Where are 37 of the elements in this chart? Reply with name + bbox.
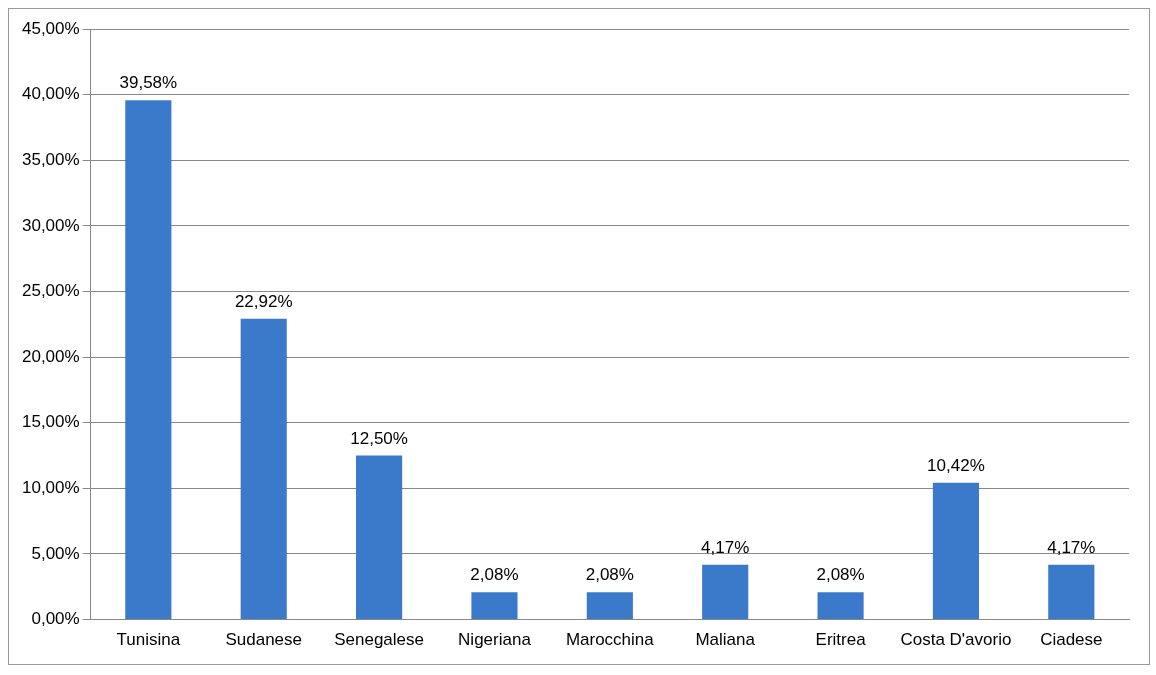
data-label: 10,42% [927, 456, 985, 476]
x-tick-label: Tunisina [116, 630, 181, 650]
y-tick-label: 25,00% [21, 281, 80, 301]
data-label: 39,58% [119, 73, 178, 93]
y-tick-label: 40,00% [21, 84, 80, 104]
y-tick-label: 35,00% [21, 149, 80, 169]
x-tick-label: Marocchina [565, 630, 655, 650]
data-label: 4,17% [701, 538, 750, 558]
data-label: 2,08% [816, 565, 865, 585]
y-tick-label: 20,00% [21, 346, 80, 366]
y-tick-label: 15,00% [21, 412, 80, 432]
data-label: 2,08% [585, 565, 634, 585]
data-label: 4,17% [1047, 538, 1096, 558]
x-tick-label: Nigeriana [458, 630, 532, 650]
x-tick-label: Ciadese [1040, 630, 1103, 650]
y-tick-label: 0,00% [31, 609, 80, 629]
bar [586, 592, 633, 620]
bar [702, 564, 749, 620]
data-label: 22,92% [234, 291, 293, 311]
data-label: 2,08% [470, 565, 519, 585]
bar [356, 455, 403, 620]
bar [932, 482, 980, 620]
bar [817, 592, 864, 620]
bar [1048, 564, 1095, 620]
y-tick-label: 45,00% [21, 18, 80, 38]
bar [125, 100, 172, 620]
bar [471, 592, 518, 620]
bar [240, 318, 287, 620]
x-tick-label: Maliana [695, 630, 756, 650]
x-tick-label: Senegalese [334, 630, 424, 650]
x-tick-label: Sudanese [225, 630, 302, 650]
y-tick-label: 30,00% [21, 215, 80, 235]
x-tick-label: Costa D'avorio [900, 630, 1012, 650]
x-tick-label: Eritrea [815, 630, 867, 650]
y-tick-label: 10,00% [21, 478, 80, 498]
y-tick-label: 5,00% [31, 543, 80, 563]
data-label: 12,50% [350, 428, 408, 448]
